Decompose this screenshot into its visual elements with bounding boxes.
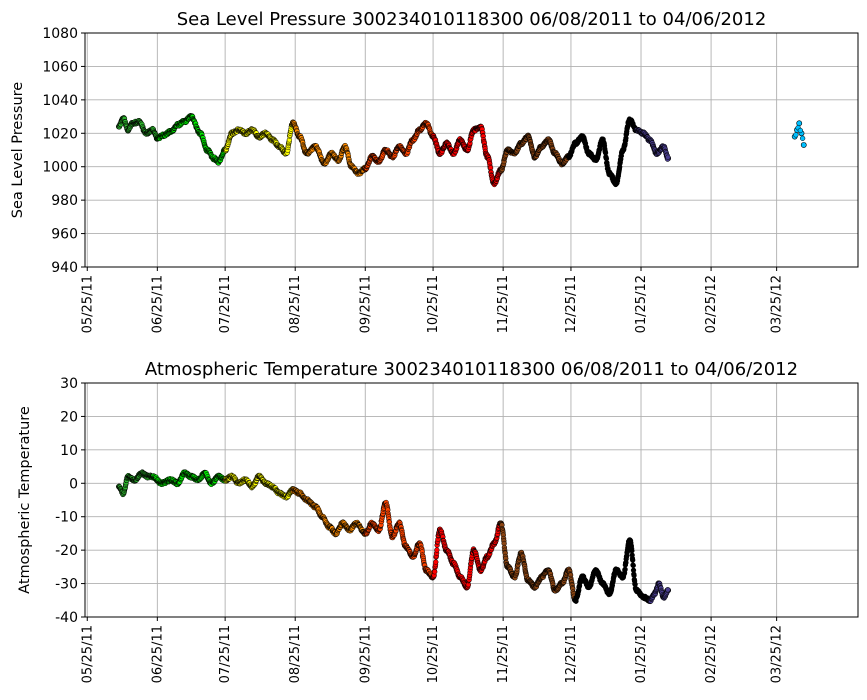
y-axis-label: Sea Level Pressure [10, 82, 26, 218]
y-axis-label: Atmospheric Temperature [17, 406, 33, 594]
y-tick-label: 1020 [42, 126, 78, 142]
series-9 [791, 120, 807, 148]
data-point [796, 120, 803, 127]
axis-ticks: 940 960 980 1000 1020 1040 1060 1080 05/25/11 06/… [42, 26, 784, 333]
plot-frame [84, 382, 859, 618]
x-tick-label: 03/25/12 [770, 275, 785, 333]
sea-level-pressure-chart: Sea Level Pressure 300234010118300 06/08… [10, 9, 859, 333]
x-tick-label: 10/25/11 [426, 625, 441, 683]
x-tick-label: 01/25/12 [634, 625, 649, 683]
y-tick-label: -30 [55, 577, 78, 593]
data-point [432, 569, 438, 575]
grid-lines [85, 32, 858, 268]
series-6 [497, 132, 572, 174]
atmospheric-temperature-chart: Atmospheric Temperature 300234010118300 … [17, 359, 859, 683]
series-3 [290, 486, 369, 538]
series-8 [633, 126, 672, 162]
series-6 [497, 520, 579, 604]
axis-ticks: -40 -30 -20 -10 0 10 20 30 05/25/11 06/25/11 07/25… [55, 376, 785, 683]
data-point [433, 559, 439, 565]
series-8 [647, 580, 672, 605]
y-tick-label: 0 [69, 476, 78, 492]
series-5 [430, 520, 504, 591]
y-tick-label: 30 [60, 376, 78, 392]
plot-frame [84, 32, 859, 268]
series-0 [116, 115, 161, 142]
x-tick-label: 06/25/11 [150, 625, 165, 683]
series-1 [154, 113, 229, 166]
data-series [116, 113, 807, 188]
x-tick-label: 09/25/11 [358, 275, 373, 333]
series-7 [565, 116, 640, 188]
data-point [799, 135, 806, 141]
x-tick-label: 07/25/11 [218, 275, 233, 333]
x-tick-label: 11/25/11 [496, 275, 511, 333]
y-tick-label: -10 [55, 510, 78, 526]
y-tick-label: 1080 [42, 26, 78, 42]
x-tick-label: 10/25/11 [426, 275, 441, 333]
x-tick-label: 07/25/11 [218, 625, 233, 683]
data-point [797, 127, 804, 134]
series-2 [222, 119, 296, 157]
data-point [629, 548, 635, 554]
y-tick-label: 10 [60, 443, 78, 459]
series-3 [290, 119, 369, 177]
chart-title: Atmospheric Temperature 300234010118300 … [145, 359, 798, 380]
y-tick-label: 960 [51, 227, 78, 243]
data-point [630, 557, 636, 563]
series-1 [149, 469, 229, 488]
y-tick-label: 940 [51, 260, 78, 276]
x-tick-label: 12/25/11 [564, 275, 579, 333]
y-tick-label: 1040 [42, 93, 78, 109]
series-4 [362, 119, 436, 173]
y-tick-label: 980 [51, 193, 78, 209]
data-point [665, 587, 671, 593]
x-tick-label: 03/25/12 [770, 625, 785, 683]
y-tick-label: 1060 [42, 59, 78, 75]
series-2 [222, 472, 296, 501]
y-tick-label: -40 [55, 610, 78, 626]
y-tick-label: 1000 [42, 160, 78, 176]
data-point [630, 562, 636, 569]
y-tick-label: 20 [60, 409, 78, 425]
series-5 [430, 123, 504, 188]
data-point [665, 154, 671, 160]
x-tick-label: 08/25/11 [288, 275, 303, 333]
grid-lines [85, 382, 858, 618]
x-tick-label: 05/25/11 [80, 625, 95, 683]
series-4 [362, 499, 436, 581]
x-tick-label: 05/25/11 [80, 275, 95, 333]
x-tick-label: 12/25/11 [564, 625, 579, 683]
x-tick-label: 01/25/12 [634, 275, 649, 333]
x-tick-label: 08/25/11 [288, 625, 303, 683]
x-tick-label: 09/25/11 [358, 625, 373, 683]
x-tick-label: 02/25/12 [704, 625, 719, 683]
y-tick-label: -20 [55, 543, 78, 559]
chart-title: Sea Level Pressure 300234010118300 06/08… [177, 9, 767, 30]
data-point [800, 142, 807, 148]
x-tick-label: 02/25/12 [704, 275, 719, 333]
data-point [434, 547, 440, 553]
x-tick-label: 11/25/11 [496, 625, 511, 683]
x-tick-label: 06/25/11 [150, 275, 165, 333]
data-point [793, 132, 799, 138]
